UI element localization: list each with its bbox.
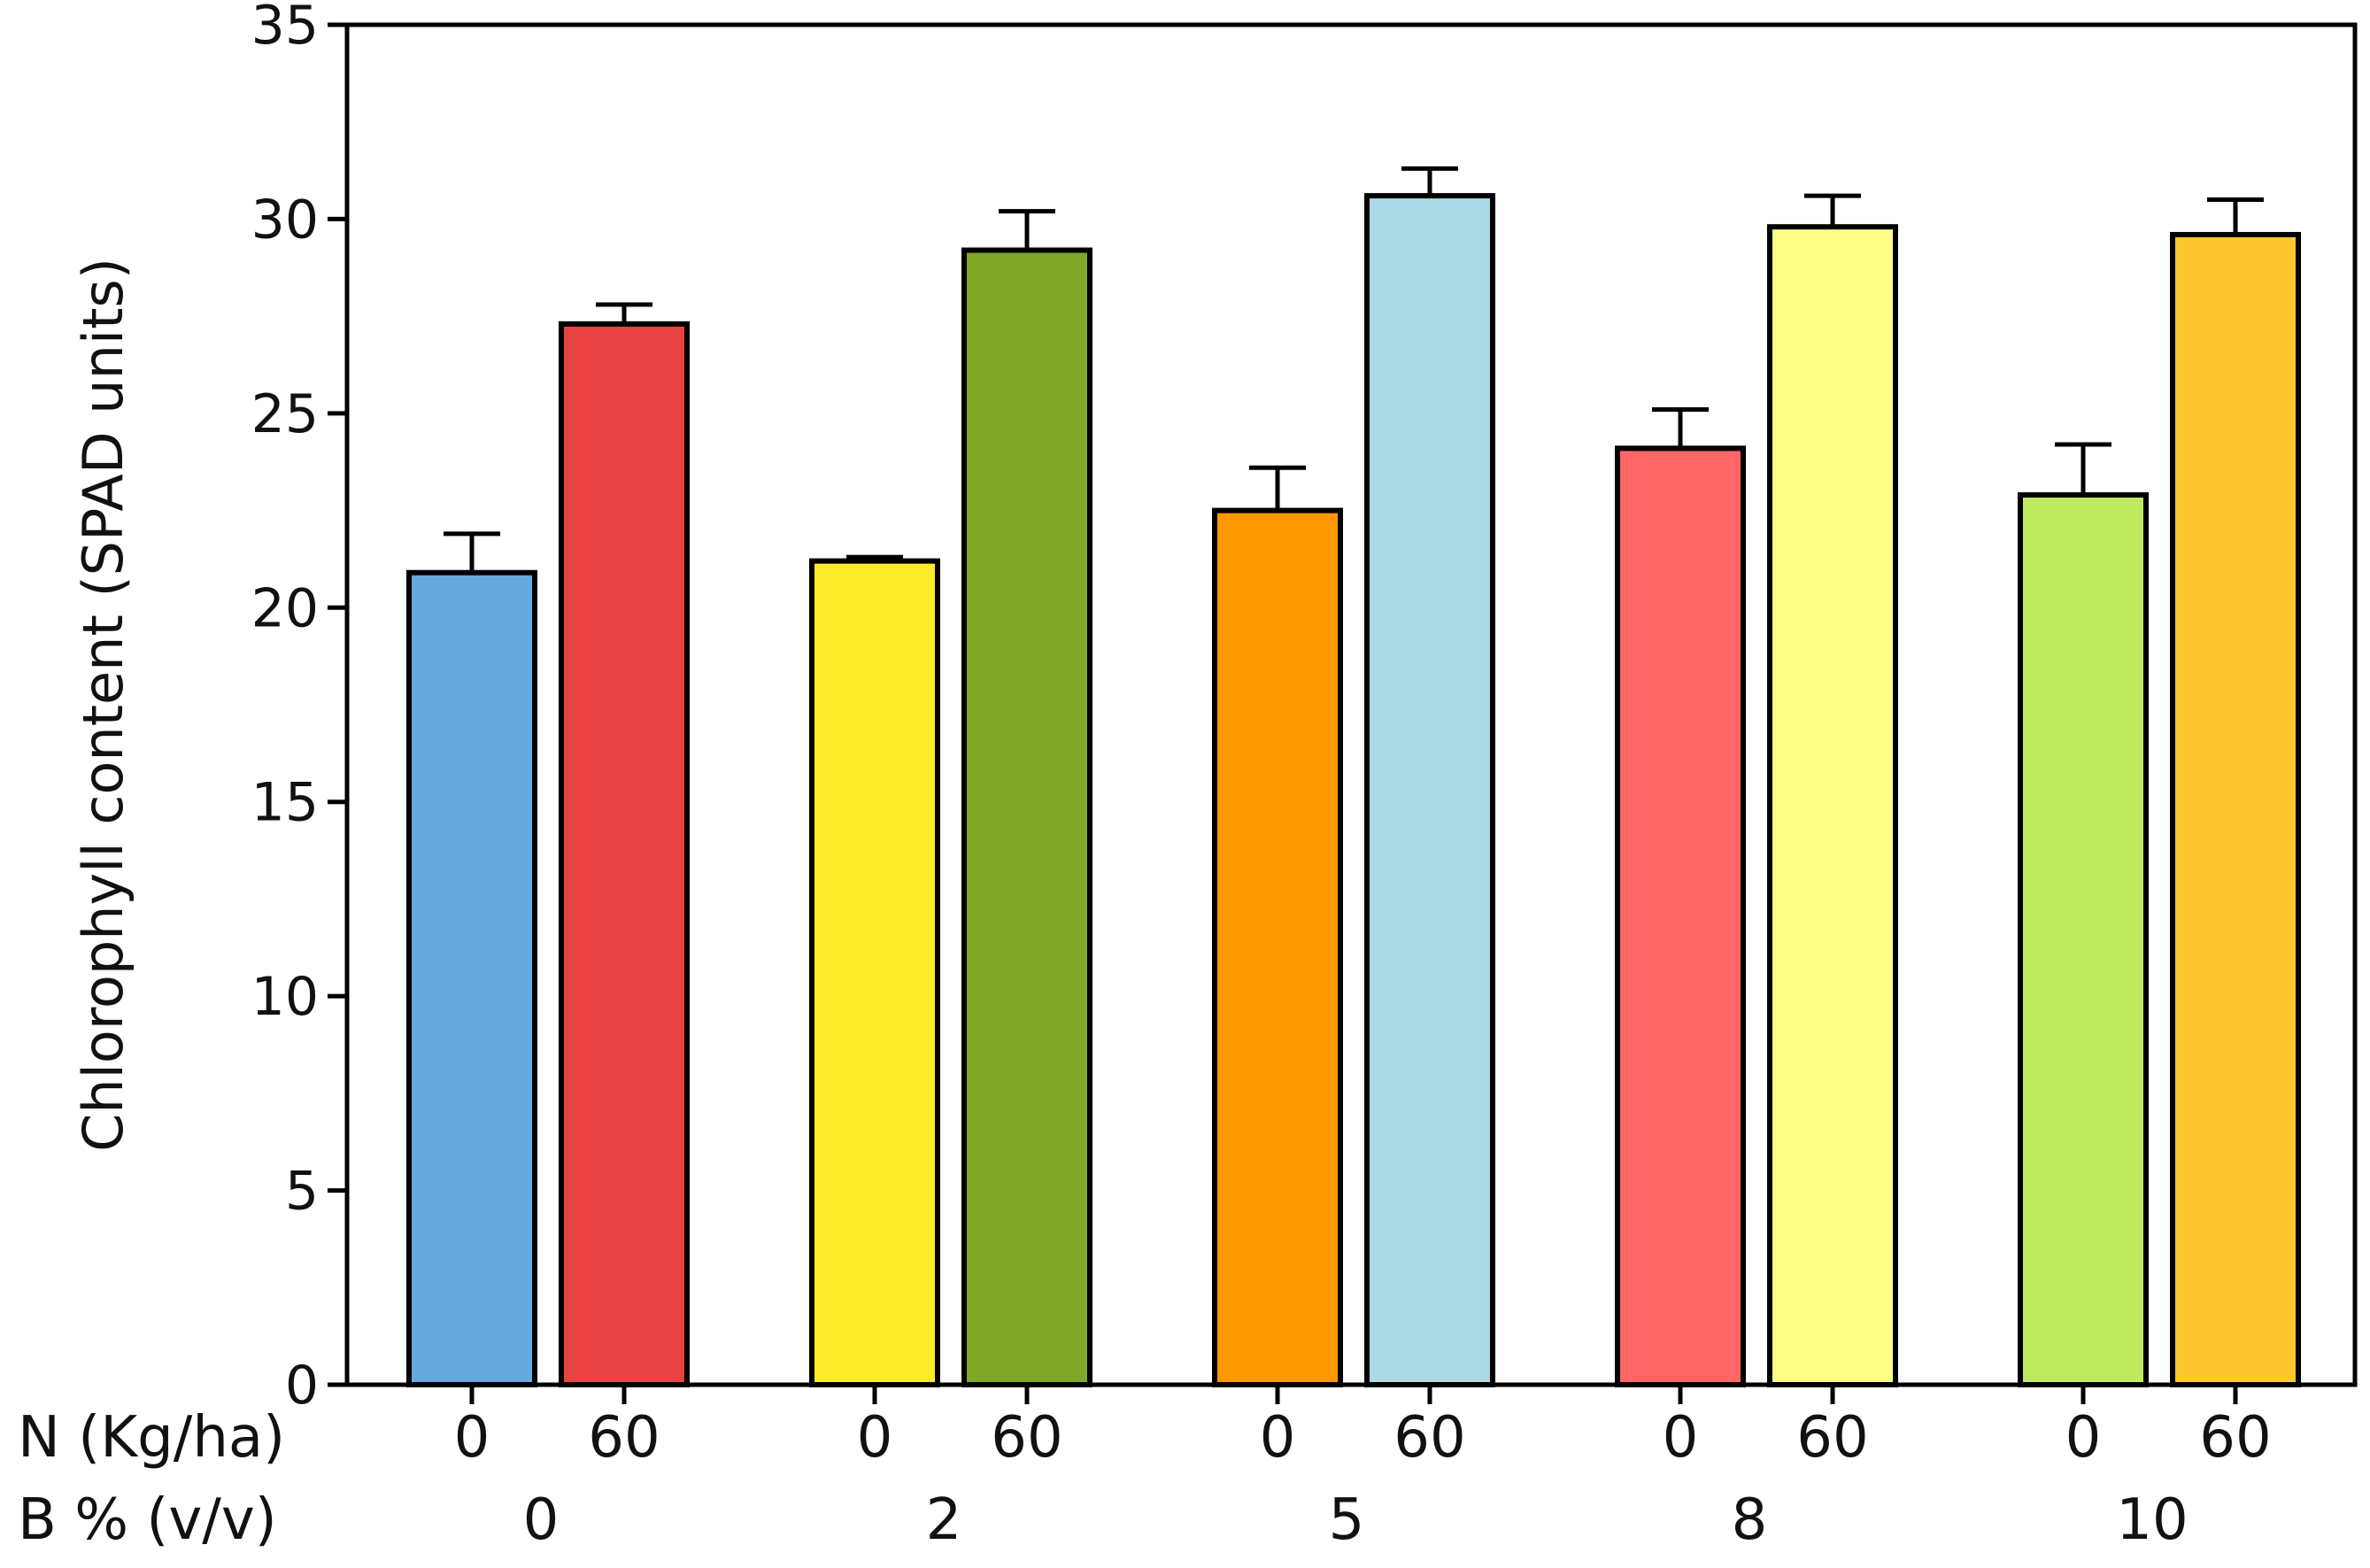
plot-frame [344,22,2358,1387]
b-group-label: 2 [926,1487,962,1553]
bar [2170,231,2301,1387]
b-group-label: 10 [2116,1487,2188,1553]
bar [1615,445,1746,1388]
n-tick-label: 0 [1663,1405,1699,1471]
n-tick-label: 60 [2199,1405,2271,1471]
bar [2018,492,2149,1387]
bar [809,558,940,1387]
y-tick-label: 35 [251,0,319,57]
n-tick-label: 60 [1796,1405,1868,1471]
n-tick-label: 0 [857,1405,893,1471]
b-row-label: B % (v/v) [18,1487,277,1553]
bars [406,166,2301,1388]
b-group-label: 0 [523,1487,560,1553]
n-tick-label: 0 [1260,1405,1296,1471]
bar [406,569,537,1387]
n-tick-label: 60 [588,1405,660,1471]
n-row-label: N (Kg/ha) [18,1405,285,1471]
y-tick-label: 0 [285,1355,319,1417]
y-axis-title: Chlorophyll content (SPAD units) [71,258,135,1152]
bar [1767,224,1898,1388]
bar [559,321,690,1387]
b-group-label: 8 [1732,1487,1768,1553]
bar [1364,193,1495,1387]
n-tick-label: 60 [1393,1405,1465,1471]
y-tick-label: 25 [251,383,319,445]
y-tick-label: 10 [251,966,319,1028]
y-tick-label: 5 [285,1161,319,1223]
bar [961,247,1092,1388]
n-tick-label: 0 [454,1405,490,1471]
n-tick-label: 0 [2065,1405,2102,1471]
b-group-label: 5 [1329,1487,1365,1553]
n-tick-label: 60 [991,1405,1062,1471]
y-tick-label: 15 [251,772,319,834]
y-tick-label: 20 [251,577,319,639]
y-axis-ticks: 0 5 10 15 20 25 30 35 [251,0,347,1417]
y-tick-label: 30 [251,189,319,251]
bar [1212,507,1343,1387]
